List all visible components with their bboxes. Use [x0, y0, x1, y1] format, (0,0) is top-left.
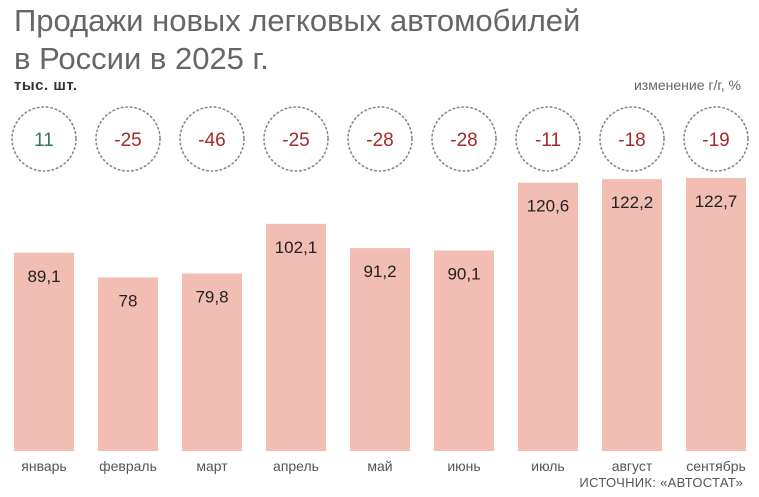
- category-label: июнь: [447, 458, 480, 474]
- change-label: изменение г/г, %: [633, 77, 741, 93]
- yoy-circle: [347, 106, 413, 172]
- category-label: апрель: [273, 458, 319, 474]
- yoy-change-label: 11: [34, 130, 54, 151]
- value-label: 122,2: [611, 193, 654, 212]
- bar: [434, 250, 494, 451]
- unit-label: тыс. шт.: [14, 77, 78, 94]
- bar: [518, 182, 578, 452]
- bar: [350, 248, 410, 451]
- category-label: сентябрь: [686, 458, 746, 474]
- category-label: июль: [531, 458, 564, 474]
- yoy-circle: [599, 106, 665, 172]
- value-label: 91,2: [363, 262, 396, 281]
- yoy-circle: [515, 106, 581, 172]
- chart-title: Продажи новых легковых автомобилей в Рос…: [14, 2, 714, 78]
- yoy-change-label: -25: [114, 130, 141, 151]
- yoy-change-label: -19: [702, 130, 729, 151]
- category-label: май: [367, 458, 392, 474]
- yoy-circle: [683, 106, 749, 172]
- value-label: 90,1: [447, 265, 480, 284]
- category-label: март: [196, 458, 228, 474]
- value-label: 122,7: [695, 192, 738, 211]
- value-label: 79,8: [195, 287, 228, 306]
- yoy-change-label: -25: [282, 130, 309, 151]
- category-label: август: [612, 458, 653, 474]
- yoy-change-label: -11: [535, 130, 561, 151]
- yoy-change-label: -28: [450, 130, 477, 151]
- bar: [98, 277, 158, 451]
- value-label: 89,1: [27, 267, 60, 286]
- yoy-change-label: -46: [198, 130, 225, 151]
- bar: [14, 252, 74, 451]
- category-label: январь: [21, 458, 66, 474]
- yoy-circle: [431, 106, 497, 172]
- bar: [182, 273, 242, 451]
- yoy-change-label: -28: [366, 130, 393, 151]
- bar: [686, 177, 746, 451]
- yoy-circle: [263, 106, 329, 172]
- yoy-circle: [95, 106, 161, 172]
- value-label: 102,1: [275, 238, 318, 257]
- source-note: ИСТОЧНИК: «АВТОСТАТ»: [579, 475, 743, 490]
- chart-title-line-2: в России в 2025 г.: [14, 41, 269, 76]
- yoy-change-label: -18: [618, 130, 645, 151]
- value-label: 78: [119, 291, 138, 310]
- category-label: февраль: [99, 458, 157, 474]
- yoy-circle: [11, 106, 77, 172]
- bar: [266, 223, 326, 451]
- value-label: 120,6: [527, 197, 570, 216]
- yoy-circle: [179, 106, 245, 172]
- bar: [602, 179, 662, 452]
- chart-title-line-1: Продажи новых легковых автомобилей: [14, 3, 581, 38]
